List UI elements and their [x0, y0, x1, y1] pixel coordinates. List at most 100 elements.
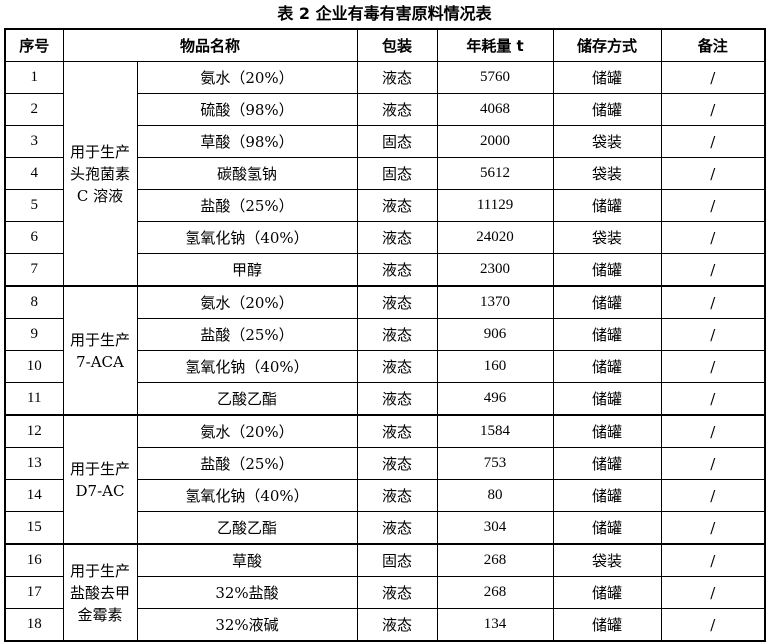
annual-consumption: 160: [436, 350, 554, 383]
storage-method: 储罐: [552, 447, 662, 480]
packaging: 液态: [356, 608, 438, 642]
packaging: 液态: [356, 253, 438, 287]
table-row: 5 盐酸（25%） 液态 11129 储罐 /: [4, 189, 766, 222]
packaging: 液态: [356, 576, 438, 609]
row-number: 7: [4, 253, 64, 287]
header-note: 备注: [660, 28, 766, 62]
material-name: 氨水（20%）: [136, 414, 358, 448]
row-number: 13: [4, 447, 64, 480]
header-name: 物品名称: [62, 28, 358, 62]
table-row: 18 32%液碱 液态 134 储罐 /: [4, 608, 766, 642]
remark: /: [660, 479, 766, 512]
material-name: 碳酸氢钠: [136, 157, 358, 190]
packaging: 固态: [356, 543, 438, 577]
packaging: 液态: [356, 93, 438, 126]
row-number: 12: [4, 414, 64, 448]
table-row: 9 盐酸（25%） 液态 906 储罐 /: [4, 318, 766, 351]
table-row: 8 用于生产 7-ACA 氨水（20%） 液态 1370 储罐 /: [4, 285, 766, 416]
table-body: 1 用于生产头孢菌素 C 溶液 氨水（20%） 液态 5760 储罐/2 硫酸（98%） 液态…: [4, 61, 766, 642]
material-name: 氨水（20%）: [136, 61, 358, 94]
table-row: 12 用于生产 D7-AC 氨水（20%） 液态 1584 储罐 /: [4, 414, 766, 545]
row-number: 10: [4, 350, 64, 383]
material-name: 盐酸（25%）: [136, 189, 358, 222]
storage-method: 储罐: [552, 253, 662, 287]
storage-method: 袋装: [552, 125, 662, 158]
annual-consumption: 2000: [436, 125, 554, 158]
row-number: 15: [4, 511, 64, 545]
storage-method: 储罐: [552, 61, 662, 94]
header-row: 序号 物品名称 包装 年耗量 t 储存方式 备注: [4, 28, 766, 62]
annual-consumption: 5760: [436, 61, 554, 94]
material-name: 硫酸（98%）: [136, 93, 358, 126]
remark: /: [660, 61, 766, 94]
material-name: 盐酸（25%）: [136, 318, 358, 351]
annual-consumption: 268: [436, 543, 554, 577]
table-row: 4 碳酸氢钠 固态 5612 袋装 /: [4, 157, 766, 190]
annual-consumption: 24020: [436, 221, 554, 254]
table-row: 6 氢氧化钠（40%） 液态 24020 袋装 /: [4, 221, 766, 254]
row-number: 3: [4, 125, 64, 158]
storage-method: 储罐: [552, 608, 662, 642]
header-no: 序号: [4, 28, 64, 62]
table-row: 14 氢氧化钠（40%） 液态 80 储罐 /: [4, 479, 766, 512]
storage-method: 袋装: [552, 221, 662, 254]
hazardous-materials-table: 序号 物品名称 包装 年耗量 t 储存方式 备注 1 用于生产头孢菌素 C 溶液氨…: [4, 28, 767, 642]
remark: /: [660, 511, 766, 545]
remark: /: [660, 318, 766, 351]
table-row: 15 乙酸乙酯 液态 304 储罐 /: [4, 511, 766, 545]
storage-method: 储罐: [552, 511, 662, 545]
annual-consumption: 5612: [436, 157, 554, 190]
packaging: 液态: [356, 382, 438, 416]
material-name: 氢氧化钠（40%）: [136, 479, 358, 512]
header-qty: 年耗量 t: [436, 28, 554, 62]
storage-method: 袋装: [552, 157, 662, 190]
packaging: 液态: [356, 447, 438, 480]
storage-method: 储罐: [552, 350, 662, 383]
storage-method: 储罐: [552, 93, 662, 126]
storage-method: 袋装: [552, 543, 662, 577]
annual-consumption: 11129: [436, 189, 554, 222]
packaging: 液态: [356, 511, 438, 545]
packaging: 固态: [356, 157, 438, 190]
table-row: 17 32%盐酸 液态 268 储罐 /: [4, 576, 766, 609]
packaging: 液态: [356, 479, 438, 512]
annual-consumption: 753: [436, 447, 554, 480]
material-name: 氢氧化钠（40%）: [136, 221, 358, 254]
group-label: 用于生产头孢菌素 C 溶液: [62, 61, 138, 287]
table-row: 13 盐酸（25%） 液态 753 储罐 /: [4, 447, 766, 480]
material-name: 甲醇: [136, 253, 358, 287]
remark: /: [660, 350, 766, 383]
storage-method: 储罐: [552, 576, 662, 609]
annual-consumption: 906: [436, 318, 554, 351]
row-number: 4: [4, 157, 64, 190]
remark: /: [660, 253, 766, 287]
row-number: 6: [4, 221, 64, 254]
row-number: 5: [4, 189, 64, 222]
storage-method: 储罐: [552, 382, 662, 416]
table-row: 16 用于生产盐酸去甲金霉素 草酸 固态 268 袋装 /: [4, 543, 766, 642]
row-number: 14: [4, 479, 64, 512]
storage-method: 储罐: [552, 189, 662, 222]
row-number: 1: [4, 61, 64, 94]
packaging: 液态: [356, 189, 438, 222]
header-pack: 包装: [356, 28, 438, 62]
row-number: 17: [4, 576, 64, 609]
remark: /: [660, 93, 766, 126]
row-number: 18: [4, 608, 64, 642]
material-name: 草酸（98%）: [136, 125, 358, 158]
storage-method: 储罐: [552, 318, 662, 351]
packaging: 液态: [356, 318, 438, 351]
annual-consumption: 4068: [436, 93, 554, 126]
remark: /: [660, 382, 766, 416]
material-name: 32%盐酸: [136, 576, 358, 609]
packaging: 液态: [356, 414, 438, 448]
remark: /: [660, 157, 766, 190]
material-name: 氨水（20%）: [136, 285, 358, 319]
row-number: 9: [4, 318, 64, 351]
annual-consumption: 304: [436, 511, 554, 545]
remark: /: [660, 576, 766, 609]
remark: /: [660, 189, 766, 222]
packaging: 液态: [356, 285, 438, 319]
table-row: 7 甲醇 液态 2300 储罐 /: [4, 253, 766, 287]
annual-consumption: 496: [436, 382, 554, 416]
